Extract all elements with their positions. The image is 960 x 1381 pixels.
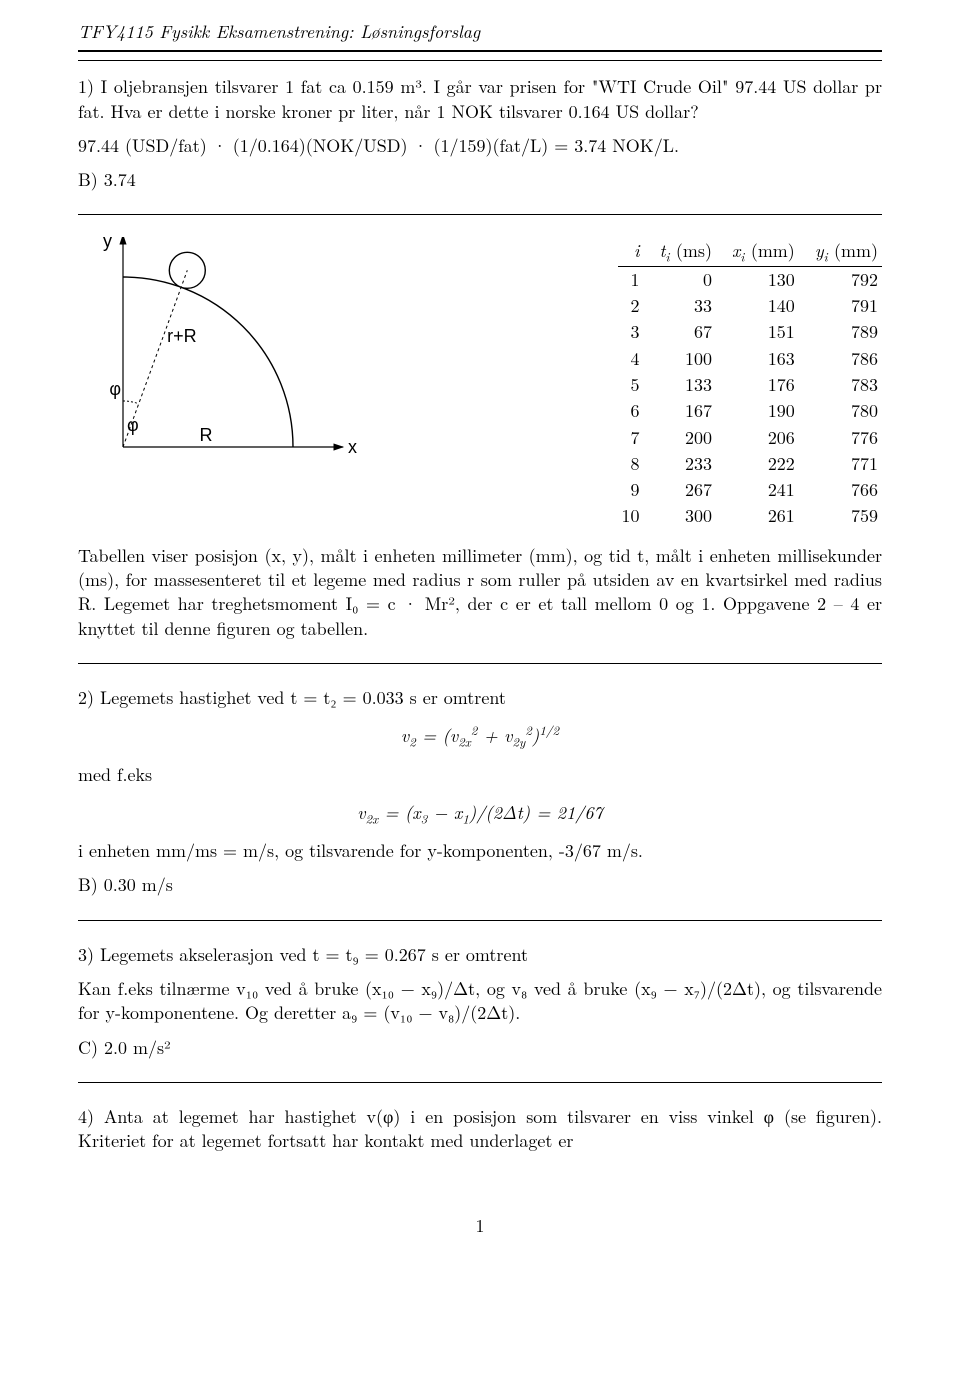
q3-answer: C) 2.0 m/s²	[78, 1036, 882, 1060]
q2-eq2: v2x = (x3 − x1)/(2Δt) = 21/67	[78, 801, 882, 825]
table-cell: 67	[650, 319, 723, 345]
svg-text:φ: φ	[109, 379, 121, 399]
table-col: iti (ms)xi (mm)yi (mm)101307922331407913…	[438, 237, 882, 529]
separator-1	[78, 214, 882, 215]
table-cell: 791	[805, 293, 882, 319]
svg-text:φ: φ	[127, 415, 139, 435]
table-cell: 1	[618, 266, 650, 293]
q2-lead: med f.eks	[78, 763, 882, 787]
figure-col: y x Rr+R φφ	[78, 237, 438, 467]
page-title: TFY4115 Fysikk Eksamenstrening: Løsnings…	[78, 20, 882, 44]
table-cell: 5	[618, 372, 650, 398]
table-row: 4100163786	[618, 346, 883, 372]
table-cell: 167	[650, 398, 723, 424]
table-cell: 8	[618, 451, 650, 477]
svg-text:r+R: r+R	[167, 327, 197, 347]
table-cell: 267	[650, 477, 723, 503]
table-header-cell: ti (ms)	[650, 237, 723, 266]
table-header-row: iti (ms)xi (mm)yi (mm)	[618, 237, 883, 266]
table-cell: 151	[722, 319, 805, 345]
table-cell: 789	[805, 319, 882, 345]
table-cell: 3	[618, 319, 650, 345]
table-cell: 222	[722, 451, 805, 477]
separator-2	[78, 663, 882, 664]
table-row: 10130792	[618, 266, 883, 293]
table-cell: 33	[650, 293, 723, 319]
svg-text:R: R	[200, 425, 213, 445]
table-row: 10300261759	[618, 503, 883, 529]
q4-text: 4) Anta at legemet har hastighet v(φ) i …	[78, 1105, 882, 1154]
table-cell: 766	[805, 477, 882, 503]
table-header-cell: xi (mm)	[722, 237, 805, 266]
q2-tail: i enheten mm/ms = m/s, og tilsvarende fo…	[78, 839, 882, 863]
table-cell: 780	[805, 398, 882, 424]
table-cell: 792	[805, 266, 882, 293]
table-row: 7200206776	[618, 425, 883, 451]
q1-answer: B) 3.74	[78, 168, 882, 192]
table-cell: 300	[650, 503, 723, 529]
table-cell: 100	[650, 346, 723, 372]
table-cell: 140	[722, 293, 805, 319]
table-cell: 241	[722, 477, 805, 503]
q1-text: 1) I oljebransjen tilsvarer 1 fat ca 0.1…	[78, 75, 882, 124]
table-cell: 6	[618, 398, 650, 424]
svg-text:x: x	[348, 437, 357, 457]
table-cell: 0	[650, 266, 723, 293]
table-cell: 4	[618, 346, 650, 372]
table-cell: 163	[722, 346, 805, 372]
figure-table-row: yxRr+Rφφ iti (ms)xi (mm)yi (mm)101307922…	[78, 237, 882, 529]
table-cell: 200	[650, 425, 723, 451]
table-row: 367151789	[618, 319, 883, 345]
table-cell: 133	[650, 372, 723, 398]
q3-question: 3) Legemets akselerasjon ved t = t₉ = 0.…	[78, 943, 882, 967]
table-cell: 176	[722, 372, 805, 398]
q1-solution: 97.44 (USD/fat) · (1/0.164)(NOK/USD) · (…	[78, 134, 882, 158]
svg-text:y: y	[103, 237, 112, 251]
table-cell: 783	[805, 372, 882, 398]
table-header-cell: i	[618, 237, 650, 266]
table-cell: 130	[722, 266, 805, 293]
q2-eq1: v2 = (v2x2 + v2y2)1/2	[78, 724, 882, 748]
page-number: 1	[78, 1214, 882, 1238]
table-cell: 190	[722, 398, 805, 424]
table-cell: 261	[722, 503, 805, 529]
table-header-cell: yi (mm)	[805, 237, 882, 266]
table-cell: 2	[618, 293, 650, 319]
page: TFY4115 Fysikk Eksamenstrening: Løsnings…	[0, 0, 960, 1381]
table-row: 233140791	[618, 293, 883, 319]
table-cell: 771	[805, 451, 882, 477]
q2-answer: B) 0.30 m/s	[78, 873, 882, 897]
table-cell: 233	[650, 451, 723, 477]
header-rule-thin	[78, 60, 882, 61]
separator-3	[78, 920, 882, 921]
figure-caption: Tabellen viser posisjon (x, y), målt i e…	[78, 544, 882, 641]
table-row: 6167190780	[618, 398, 883, 424]
table-cell: 776	[805, 425, 882, 451]
separator-4	[78, 1082, 882, 1083]
table-cell: 10	[618, 503, 650, 529]
header-rule-thick	[78, 50, 882, 52]
data-table: iti (ms)xi (mm)yi (mm)101307922331407913…	[618, 237, 883, 529]
table-cell: 786	[805, 346, 882, 372]
table-row: 9267241766	[618, 477, 883, 503]
table-cell: 7	[618, 425, 650, 451]
diagram-figure: y x Rr+R φφ	[78, 237, 378, 467]
table-cell: 759	[805, 503, 882, 529]
q3-text: Kan f.eks tilnærme v₁₀ ved å bruke (x₁₀ …	[78, 977, 882, 1026]
table-row: 8233222771	[618, 451, 883, 477]
table-row: 5133176783	[618, 372, 883, 398]
q2-question: 2) Legemets hastighet ved t = t₂ = 0.033…	[78, 686, 882, 710]
table-cell: 9	[618, 477, 650, 503]
table-cell: 206	[722, 425, 805, 451]
